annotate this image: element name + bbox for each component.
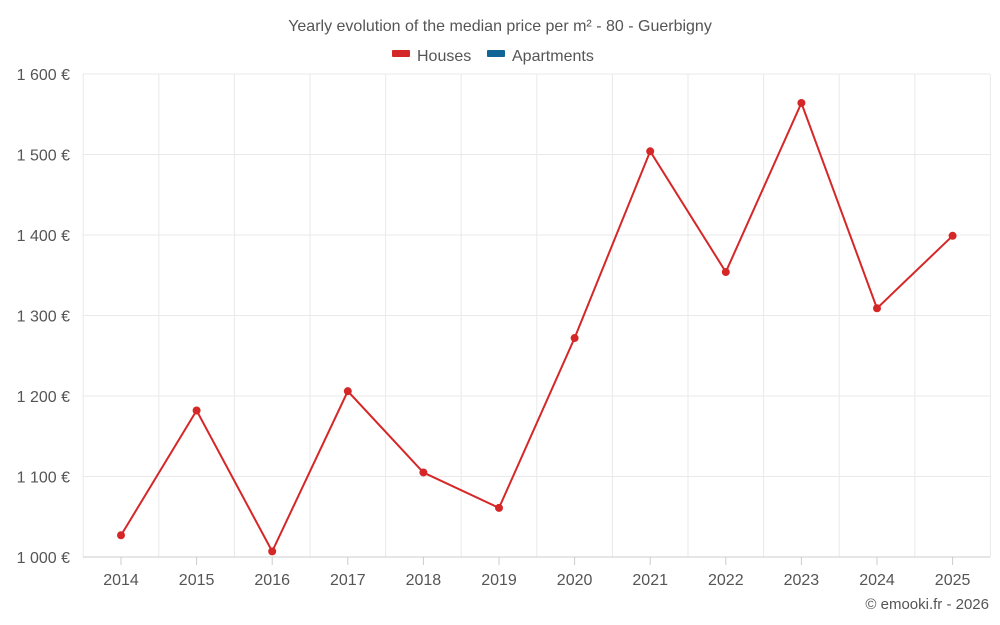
x-tick-label: 2014 — [103, 572, 139, 589]
legend-label-houses[interactable]: Houses — [417, 48, 471, 65]
y-tick-label: 1 100 € — [17, 470, 70, 487]
x-tick-label: 2015 — [179, 572, 215, 589]
x-axis-labels: 2014 2015 2016 2017 2018 2019 2020 2021 2022 2023… — [103, 557, 970, 589]
x-tick-label: 2025 — [935, 572, 971, 589]
legend-swatch-houses[interactable] — [392, 50, 410, 57]
legend: Houses Apartments — [392, 48, 594, 65]
data-point-houses — [873, 304, 881, 313]
y-tick-label: 1 500 € — [17, 148, 70, 165]
data-point-houses — [721, 268, 730, 277]
x-tick-label: 2019 — [481, 572, 517, 589]
data-point-houses — [117, 531, 125, 540]
credit-text: © emooki.fr - 2026 — [865, 596, 989, 613]
x-tick-label: 2021 — [632, 572, 668, 589]
series-line-houses — [120, 100, 954, 554]
x-tick-label: 2018 — [406, 572, 442, 589]
x-tick-label: 2023 — [784, 572, 820, 589]
legend-label-apartments[interactable]: Apartments — [512, 48, 594, 65]
data-point-houses — [192, 406, 201, 415]
data-point-houses — [495, 503, 503, 512]
data-point-houses — [268, 547, 277, 556]
data-point-houses — [419, 468, 428, 477]
legend-swatch-apartments[interactable] — [487, 50, 505, 57]
x-tick-label: 2017 — [330, 572, 366, 589]
data-point-houses — [646, 147, 655, 156]
chart-title: Yearly evolution of the median price per… — [288, 18, 712, 35]
x-tick-label: 2020 — [557, 572, 593, 589]
x-tick-label: 2016 — [254, 572, 290, 589]
y-tick-label: 1 000 € — [17, 550, 70, 567]
x-gridlines — [82, 74, 991, 557]
data-point-houses — [948, 231, 957, 240]
y-tick-label: 1 300 € — [17, 309, 70, 326]
x-tick-label: 2024 — [859, 572, 895, 589]
data-point-houses — [797, 98, 806, 107]
x-tick-label: 2022 — [708, 572, 744, 589]
data-point-houses — [343, 387, 352, 396]
series-layer — [117, 98, 957, 556]
y-tick-label: 1 600 € — [17, 67, 70, 84]
y-axis-labels: 1 000 € 1 100 € 1 200 € 1 300 € 1 400 € 1 500… — [17, 67, 70, 567]
y-tick-label: 1 400 € — [17, 228, 70, 245]
y-tick-label: 1 200 € — [17, 389, 70, 406]
data-point-houses — [570, 334, 579, 343]
